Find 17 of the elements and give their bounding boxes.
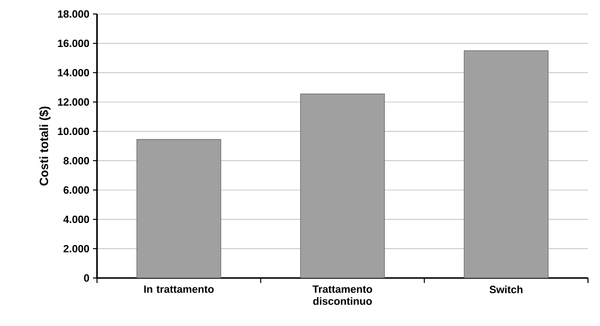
y-tick-label: 16.000 xyxy=(58,40,90,48)
bar xyxy=(464,50,548,278)
bar xyxy=(136,139,222,278)
y-tick-label: 8.000 xyxy=(64,156,90,164)
x-tick-label: In trattamento xyxy=(144,286,214,293)
y-tick-label: 18.000 xyxy=(58,10,90,18)
y-tick-label: 4.000 xyxy=(63,216,90,224)
x-tick-label: Trattamento discontinuo xyxy=(312,286,372,305)
x-tick-label: Switch xyxy=(490,286,522,294)
y-tick-label: 10.000 xyxy=(58,128,90,136)
y-tick-label: 12.000 xyxy=(58,98,90,106)
y-tick-label: 6.000 xyxy=(64,186,90,194)
y-tick-label: 2.000 xyxy=(64,244,90,252)
y-tick-label: 0 xyxy=(84,274,90,282)
y-tick-label: 14.000 xyxy=(58,68,90,76)
y-axis-title: Costi totali ($) xyxy=(39,106,51,186)
bar xyxy=(300,94,385,278)
